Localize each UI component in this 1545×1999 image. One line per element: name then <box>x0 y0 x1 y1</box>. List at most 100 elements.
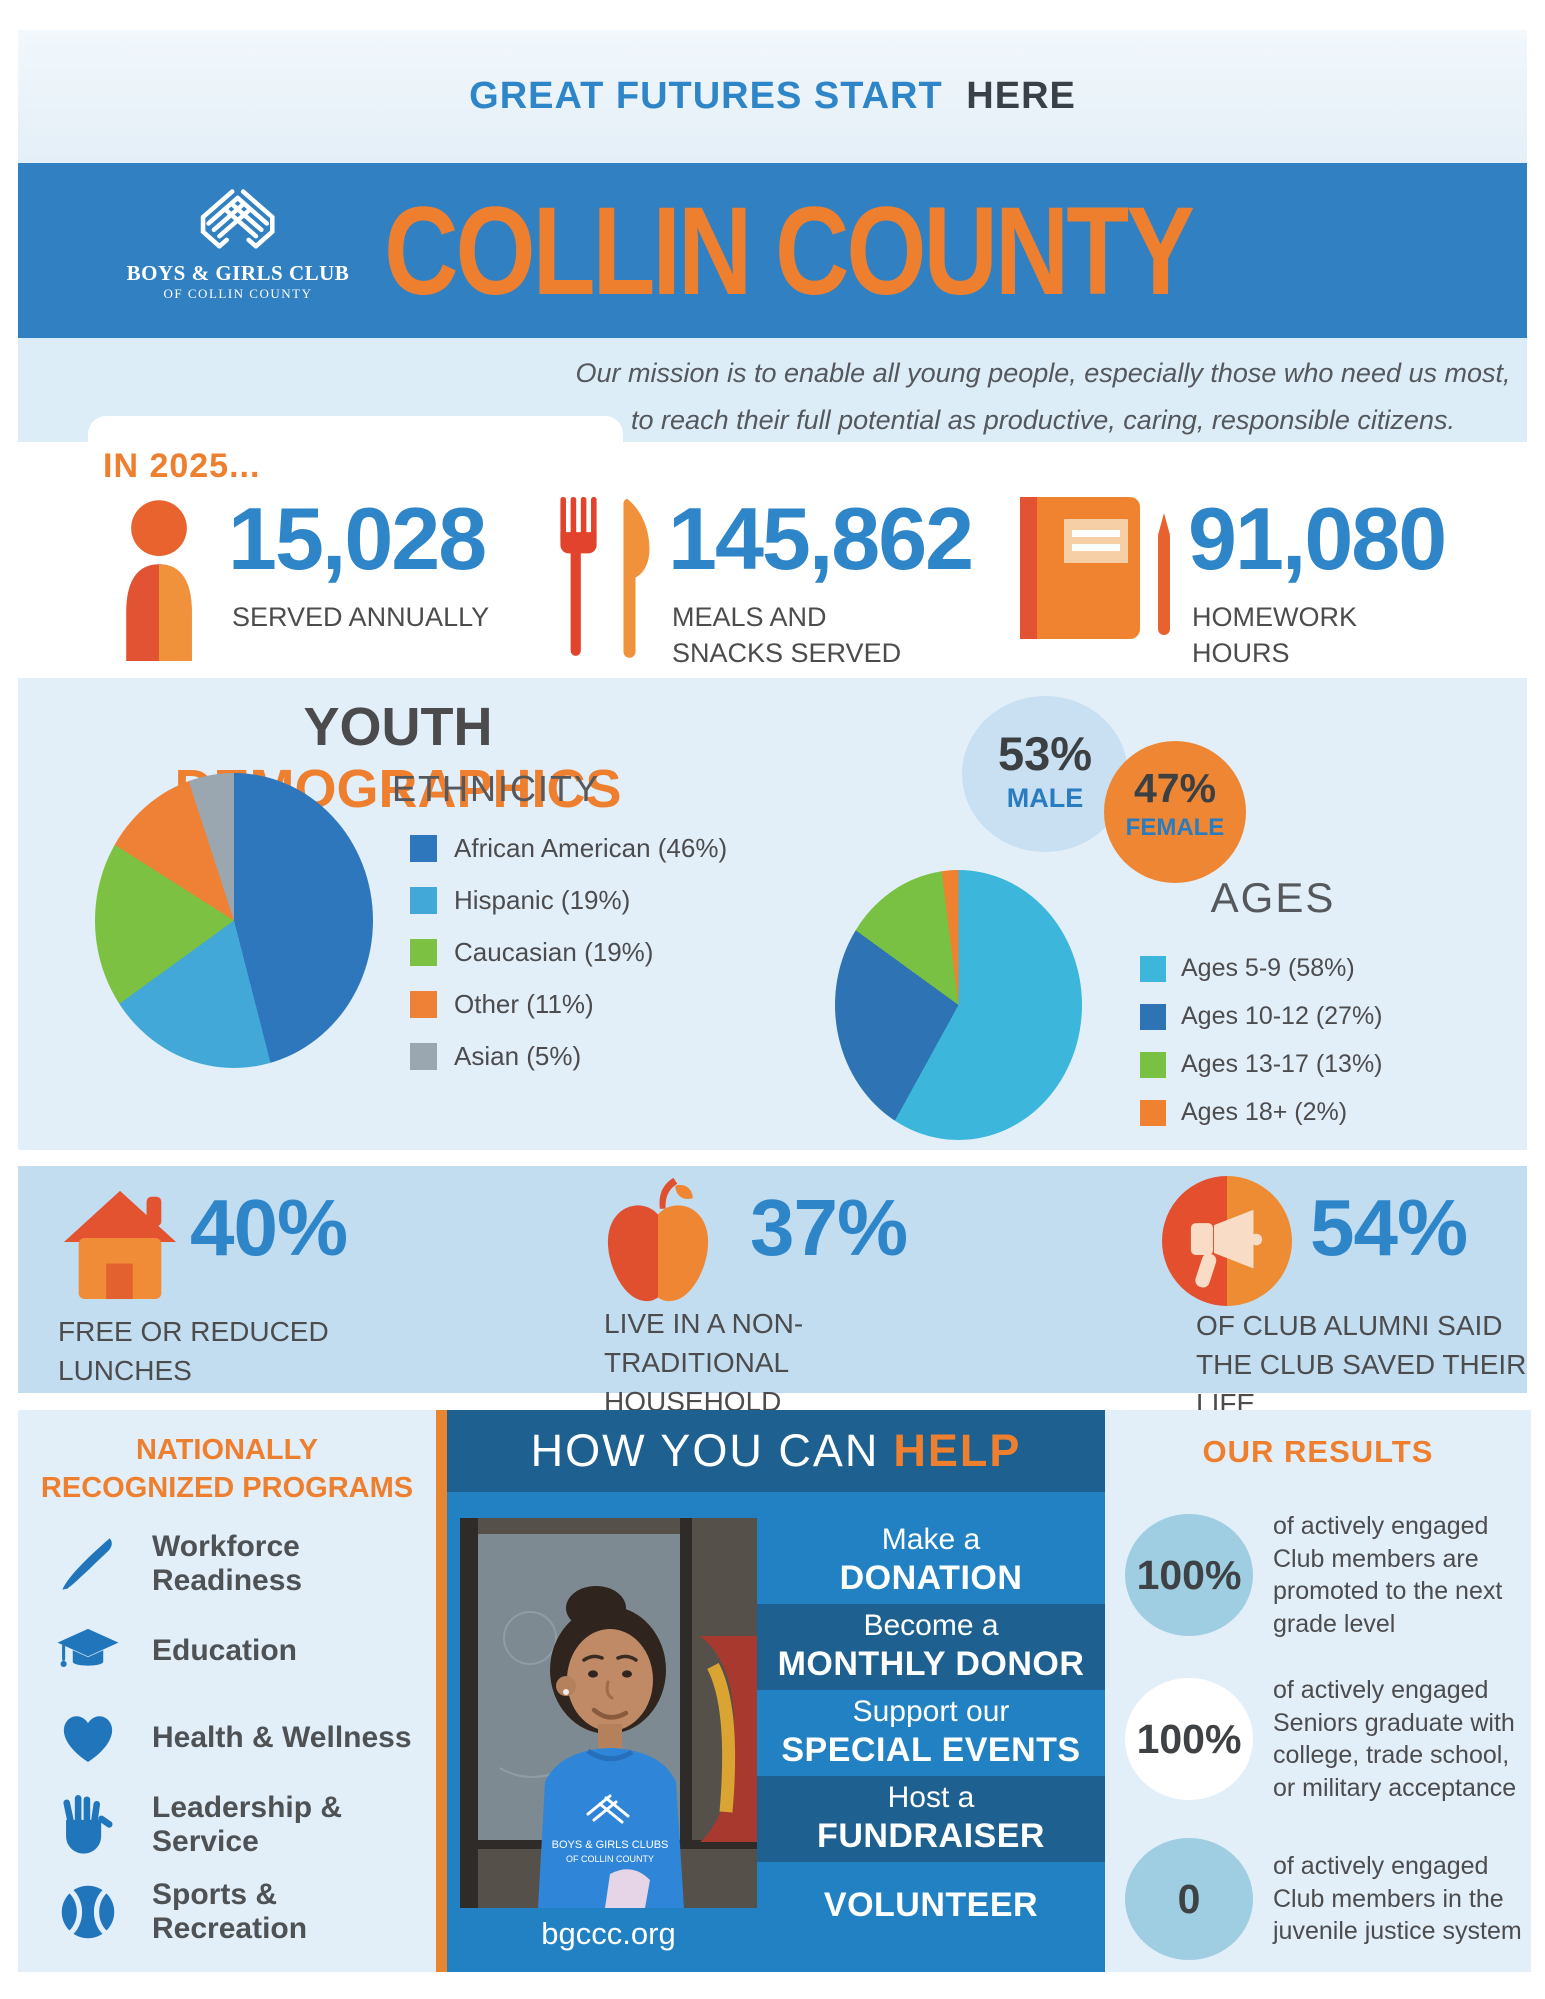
legend-swatch <box>410 887 437 914</box>
ages-legend: Ages 5-9 (58%) Ages 10-12 (27%) Ages 13-… <box>1140 954 1383 1146</box>
legend-label: African American (46%) <box>454 833 728 863</box>
stat-meals-label: MEALS AND SNACKS SERVED <box>672 602 902 668</box>
legend-item: Asian (5%) <box>410 1041 727 1072</box>
help-item-line2: FUNDRAISER <box>817 1816 1045 1855</box>
shirt-text-line2: OF COLLIN COUNTY <box>566 1854 654 1864</box>
legend-swatch <box>1140 1003 1166 1030</box>
help-item-line2: MONTHLY DONOR <box>777 1644 1085 1683</box>
legend-item: Ages 5-9 (58%) <box>1140 954 1383 983</box>
help-panel: HOW YOU CAN HELP <box>436 1410 1105 1972</box>
demographics-section: YOUTH DEMOGRAPHICS ETHNICITY African Ame… <box>18 678 1527 1150</box>
stat-served-value: 15,028 <box>228 489 487 588</box>
program-item: Leadership & Service <box>56 1791 436 1858</box>
person-icon <box>118 496 200 662</box>
legend-label: Caucasian (19%) <box>454 937 654 967</box>
stat-meals-value: 145,862 <box>668 489 974 588</box>
page-title: COLLIN COUNTY <box>384 180 1195 321</box>
program-label: Workforce Readiness <box>152 1530 303 1598</box>
help-item-line1: Become a <box>863 1609 999 1643</box>
program-label: Sports & Recreation <box>152 1878 308 1946</box>
impact-alumni-label: OF CLUB ALUMNI SAID THE CLUB SAVED THEIR… <box>1196 1310 1527 1420</box>
ethnicity-legend: African American (46%) Hispanic (19%) Ca… <box>410 833 727 1093</box>
help-item-donation: Make a DONATION <box>757 1518 1105 1604</box>
help-list: Make a DONATION Become a MONTHLY DONOR S… <box>757 1518 1105 1948</box>
program-item: Sports & Recreation <box>56 1878 436 1945</box>
legend-item: Caucasian (19%) <box>410 937 727 968</box>
impact-household-value: 37% <box>750 1183 908 1272</box>
stat-served-label: SERVED ANNUALLY <box>232 602 490 632</box>
megaphone-icon <box>1162 1176 1292 1311</box>
org-logo: BOYS & GIRLS CLUB OF COLLIN COUNTY <box>113 177 363 302</box>
ethnicity-pie-chart <box>95 773 373 1068</box>
year-heading: IN 2025... <box>103 447 261 485</box>
help-item-line2: DONATION <box>839 1558 1023 1597</box>
legend-item: Ages 10-12 (27%) <box>1140 1002 1383 1031</box>
impact-lunches-value: 40% <box>190 1183 348 1272</box>
bottom-section: NATIONALLY RECOGNIZED PROGRAMS Workforce… <box>18 1410 1531 1972</box>
female-share-circle: 47% FEMALE <box>1104 741 1246 883</box>
hand-icon <box>56 1795 120 1855</box>
help-item-monthly-donor: Become a MONTHLY DONOR <box>757 1604 1105 1690</box>
ages-title: AGES <box>1210 874 1336 921</box>
program-label: Health & Wellness <box>152 1721 412 1755</box>
program-label: Leadership & Service <box>152 1791 343 1859</box>
demographics-title: YOUTH DEMOGRAPHICS <box>78 696 718 820</box>
apple-icon <box>600 1176 716 1311</box>
legend-swatch <box>410 939 437 966</box>
legend-label: Ages 5-9 (58%) <box>1181 954 1355 982</box>
logo-org-sub: OF COLLIN COUNTY <box>163 286 313 301</box>
ages-pie-chart <box>835 870 1082 1140</box>
mission-band: Our mission is to enable all young peopl… <box>18 338 1527 456</box>
legend-label: Asian (5%) <box>454 1041 582 1071</box>
tagline-blue: GREAT FUTURES START <box>469 75 943 117</box>
programs-panel: NATIONALLY RECOGNIZED PROGRAMS Workforce… <box>18 1410 436 1972</box>
website-link[interactable]: bgccc.org <box>541 1916 676 1951</box>
impact-lunches-label: FREE OR REDUCED LUNCHES <box>58 1316 329 1387</box>
legend-swatch <box>1140 955 1166 982</box>
program-item: Workforce Readiness <box>56 1530 436 1597</box>
house-icon <box>56 1181 184 1306</box>
legend-item: Other (11%) <box>410 989 727 1020</box>
decor-white-box <box>88 416 623 456</box>
female-label: FEMALE <box>1125 814 1225 841</box>
graduation-cap-icon <box>56 1621 120 1681</box>
legend-item: African American (46%) <box>410 833 727 864</box>
help-item-line1: Support our <box>852 1695 1010 1729</box>
book-icon <box>1012 492 1172 644</box>
tagline-text: GREAT FUTURES START HERE <box>469 75 1076 118</box>
result-text: of actively engaged Club members in the … <box>1273 1852 1522 1946</box>
legend-swatch <box>410 991 437 1018</box>
result-value-circle: 0 <box>1125 1838 1253 1960</box>
help-item-line2: SPECIAL EVENTS <box>781 1730 1081 1769</box>
legend-swatch <box>1140 1051 1166 1078</box>
legend-label: Ages 10-12 (27%) <box>1181 1002 1383 1030</box>
result-value-circle: 100% <box>1125 1678 1253 1800</box>
cutlery-icon <box>553 494 655 662</box>
logo-org-name: BOYS & GIRLS CLUB <box>126 261 350 285</box>
mission-statement: Our mission is to enable all young peopl… <box>575 358 1511 436</box>
help-item-volunteer: VOLUNTEER <box>757 1862 1105 1948</box>
legend-label: Hispanic (19%) <box>454 885 631 915</box>
demographics-title-gray: YOUTH <box>303 697 493 757</box>
program-item: Education <box>56 1621 436 1681</box>
help-title-white: HOW YOU CAN <box>530 1425 880 1476</box>
tagline-strip: GREAT FUTURES START HERE <box>18 30 1527 163</box>
program-label: Education <box>152 1634 298 1668</box>
help-title-orange: HELP <box>893 1425 1022 1476</box>
result-text: of actively engaged Seniors graduate wit… <box>1273 1676 1517 1802</box>
legend-label: Ages 18+ (2%) <box>1181 1098 1348 1126</box>
help-item-fundraiser: Host a FUNDRAISER <box>757 1776 1105 1862</box>
help-item-line1: Make a <box>881 1523 981 1557</box>
help-title: HOW YOU CAN HELP <box>447 1410 1105 1492</box>
impact-band: 40% FREE OR REDUCED LUNCHES 37% LIVE IN … <box>18 1166 1527 1419</box>
legend-label: Other (11%) <box>454 989 594 1019</box>
help-item-special-events: Support our SPECIAL EVENTS <box>757 1690 1105 1776</box>
female-value: 47% <box>1133 765 1217 811</box>
programs-title: NATIONALLY RECOGNIZED PROGRAMS <box>40 1434 414 1504</box>
result-item: 0 of actively engaged Club members in th… <box>1125 1838 1531 1960</box>
results-title: OUR RESULTS <box>1202 1434 1434 1469</box>
tagline-dark: HERE <box>966 75 1076 117</box>
legend-swatch <box>410 1043 437 1070</box>
result-item: 100% of actively engaged Seniors graduat… <box>1125 1674 1531 1804</box>
